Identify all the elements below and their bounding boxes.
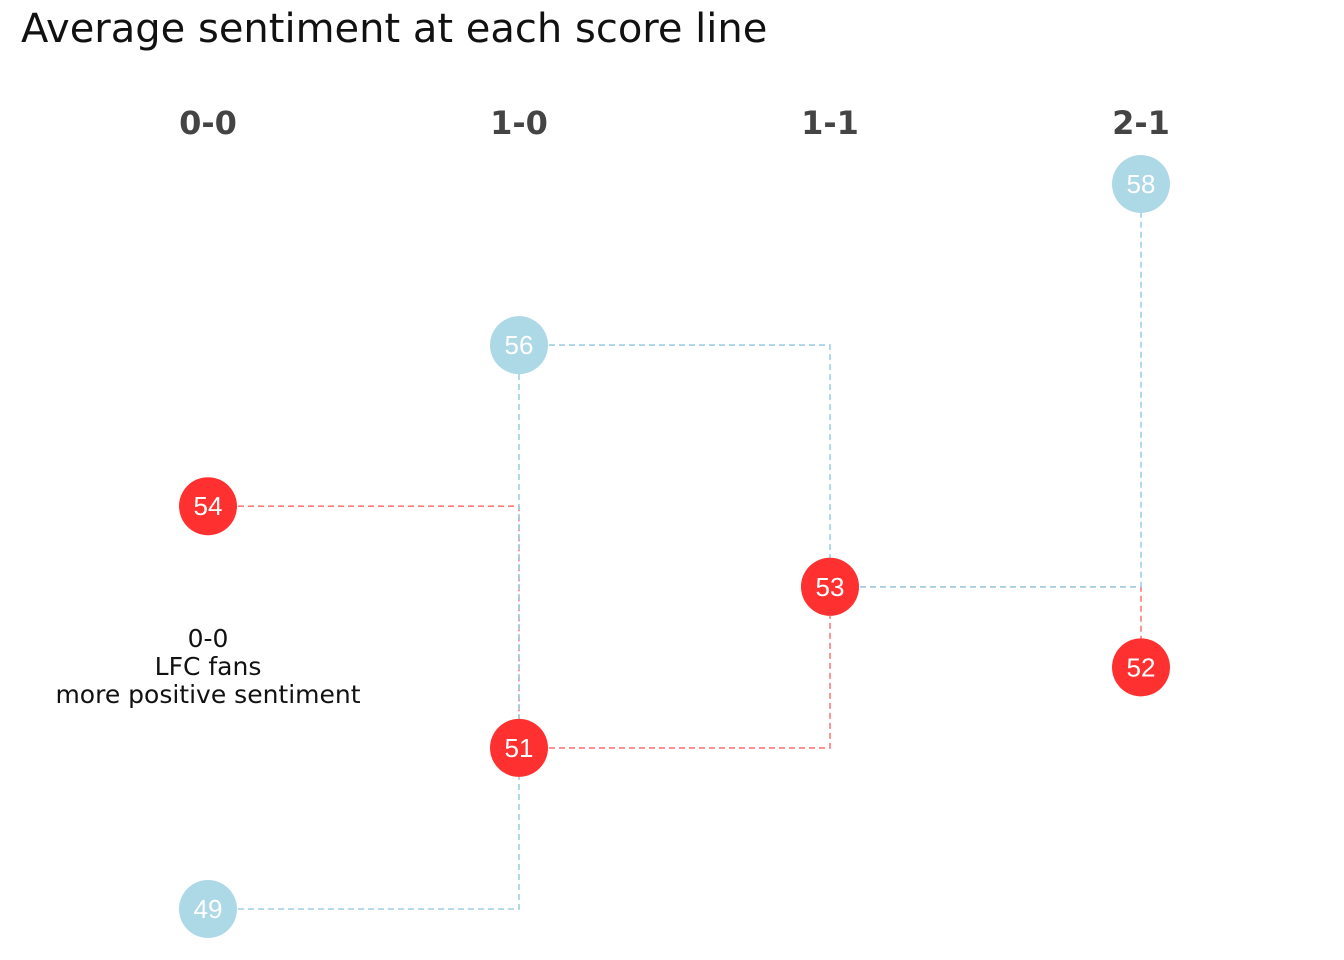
connector-line-blue xyxy=(208,345,520,910)
point-label-red: 54 xyxy=(194,491,223,521)
connector-line-blue xyxy=(830,184,1142,588)
point-red xyxy=(1112,638,1170,697)
point-blue xyxy=(490,316,548,375)
connector-line-red xyxy=(519,586,831,749)
point-label-red: 53 xyxy=(816,572,845,602)
category-label: 0-0 xyxy=(179,104,237,142)
point-red xyxy=(490,718,548,777)
point-blue xyxy=(1112,155,1170,213)
category-label: 2-1 xyxy=(1112,104,1170,142)
point-red xyxy=(179,477,237,536)
annotation-text: more positive sentiment xyxy=(55,680,360,709)
point-red xyxy=(801,557,859,616)
connector-line-blue xyxy=(519,344,831,587)
point-label-red: 52 xyxy=(1127,652,1156,682)
chart-title: Average sentiment at each score line xyxy=(21,6,768,52)
annotation-text: LFC fans xyxy=(155,652,262,681)
annotation-text: 0-0 xyxy=(188,624,229,653)
point-blue xyxy=(179,880,237,938)
connector-line-red xyxy=(208,505,520,748)
point-label-blue: 49 xyxy=(194,894,223,924)
category-label: 1-0 xyxy=(490,104,548,142)
category-label: 1-1 xyxy=(801,104,859,142)
point-label-red: 51 xyxy=(505,733,534,763)
connector-line-red xyxy=(830,585,1142,668)
point-label-blue: 56 xyxy=(505,330,534,360)
point-label-blue: 58 xyxy=(1127,169,1156,199)
